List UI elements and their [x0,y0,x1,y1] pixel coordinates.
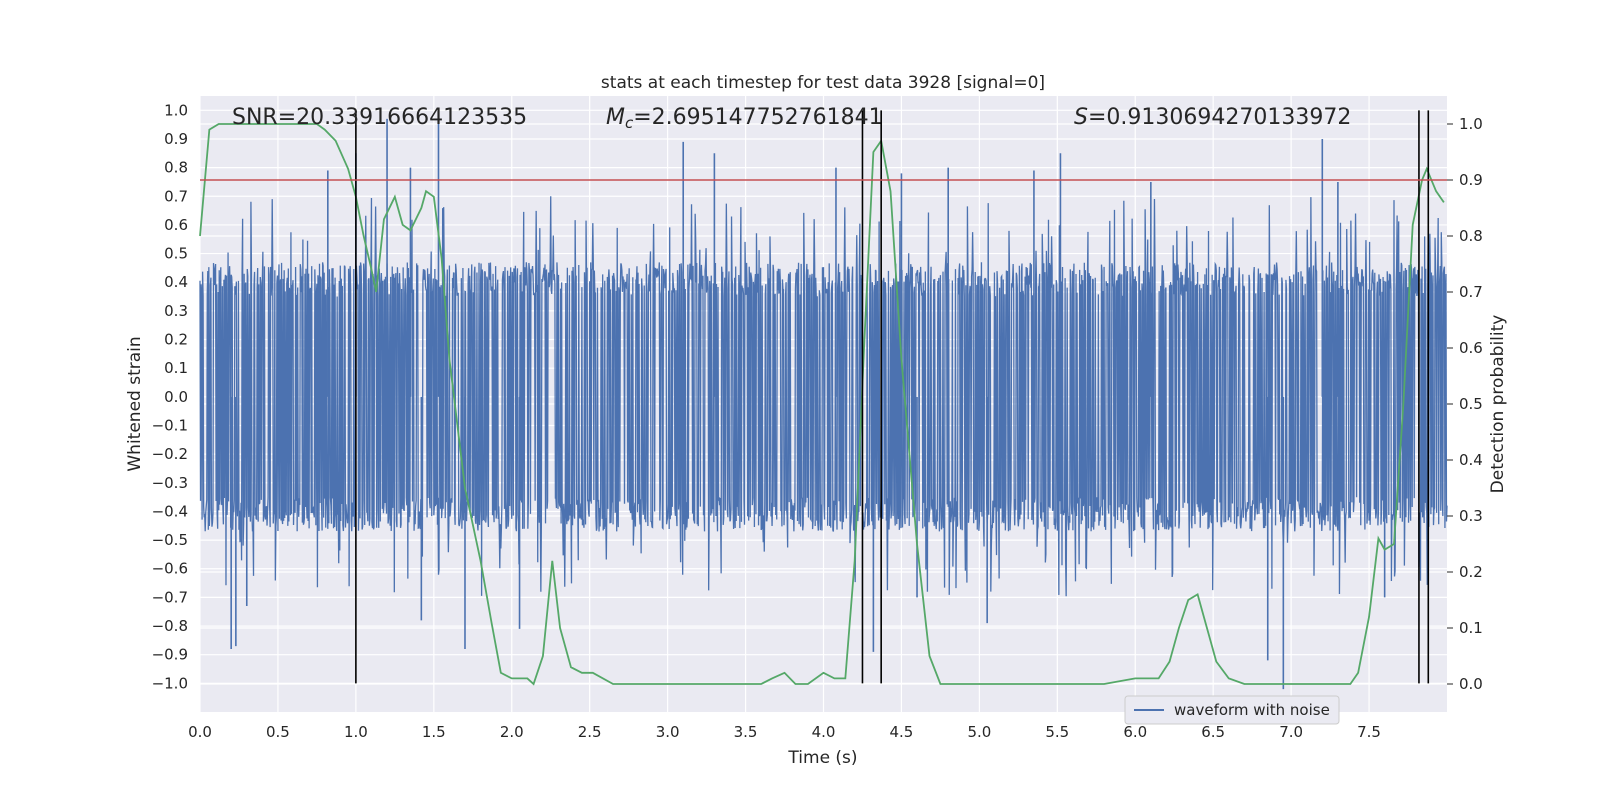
waveform-path [199,196,1448,597]
x-tick-label: 2.0 [500,723,524,741]
x-tick-labels: 0.0 0.5 1.0 1.5 2.0 2.5 3.0 3.5 4.0 4.5 5.0 5.5 6.0 6… [188,723,1381,741]
y-tick-label: 0.3 [164,302,188,320]
y-tick-label: −0.9 [152,646,188,664]
y2-tick-label: 0.7 [1459,283,1483,301]
y-tick-label: 0.1 [164,359,188,377]
y-tick-labels: 1.0 0.9 0.8 0.7 0.6 0.5 0.4 0.3 0.2 0.1 0.0 −0.1 −0.… [152,101,188,692]
y-axis-label: Whitened strain [125,336,145,471]
x-tick-label: 3.0 [656,723,680,741]
x-tick-label: 5.0 [967,723,991,741]
legend-label: waveform with noise [1174,701,1330,719]
y2-tick-label: 0.5 [1459,395,1483,413]
y-tick-label: 0.4 [164,273,188,291]
y-tick-label: −0.4 [152,502,188,520]
y-tick-label: −0.8 [152,617,188,635]
y-tick-label: −1.0 [152,674,188,692]
y-tick-label: 0.7 [164,187,188,205]
y-tick-label: −0.3 [152,474,188,492]
y2-tick-label: 0.9 [1459,171,1483,189]
x-tick-label: 4.5 [890,723,914,741]
x-tick-label: 1.0 [344,723,368,741]
x-tick-label: 6.0 [1123,723,1147,741]
y2-tick-labels: 1.0 0.9 0.8 0.7 0.6 0.5 0.4 0.3 0.2 0.1 0.0 [1447,115,1483,693]
y-tick-label: 0.5 [164,245,188,263]
y-tick-label: 1.0 [164,101,188,119]
y-tick-label: 0.2 [164,331,188,349]
x-tick-label: 3.5 [734,723,758,741]
y2-tick-label: 0.1 [1459,619,1483,637]
x-tick-label: 0.5 [266,723,290,741]
y2-tick-label: 0.2 [1459,563,1483,581]
event-lines [355,110,1430,684]
snr-annotation: SNR=20.33916664123535 [232,105,527,130]
y-tick-label: −0.5 [152,531,188,549]
x-tick-label: 7.0 [1279,723,1303,741]
y2-tick-label: 0.4 [1459,451,1483,469]
legend-box [1124,695,1340,725]
y-tick-label: 0.9 [164,130,188,148]
y-tick-label: 0.0 [164,388,188,406]
y2-axis-label: Detection probability [1488,315,1508,494]
legend: waveform with noise [1124,695,1340,725]
y2-tick-label: 1.0 [1459,115,1483,133]
s-annotation: S=0.9130694270133972 [1074,105,1351,130]
y2-tick-label: 0.6 [1459,339,1483,357]
x-tick-label: 6.5 [1201,723,1225,741]
x-tick-label: 1.5 [422,723,446,741]
y-tick-label: −0.2 [152,445,188,463]
y-tick-label: 0.6 [164,216,188,234]
y-tick-label: 0.8 [164,159,188,177]
chart-title: stats at each timestep for test data 392… [601,73,1045,93]
x-tick-label: 0.0 [188,723,212,741]
y-tick-label: −0.6 [152,560,188,578]
probability-series [199,123,1445,686]
y-tick-label: −0.1 [152,416,188,434]
x-axis-label: Time (s) [787,748,857,768]
y2-tick-label: 0.3 [1459,507,1483,525]
y-tick-label: −0.7 [152,588,188,606]
y2-tick-label: 0.8 [1459,227,1483,245]
x-tick-label: 2.5 [578,723,602,741]
probability-line [199,123,1445,686]
x-tick-label: 4.0 [812,723,836,741]
mc-annotation: Mc=2.695147752761841 [606,105,883,132]
x-tick-label: 7.5 [1357,723,1381,741]
y2-tick-label: 0.0 [1459,675,1483,693]
x-tick-label: 5.5 [1045,723,1069,741]
